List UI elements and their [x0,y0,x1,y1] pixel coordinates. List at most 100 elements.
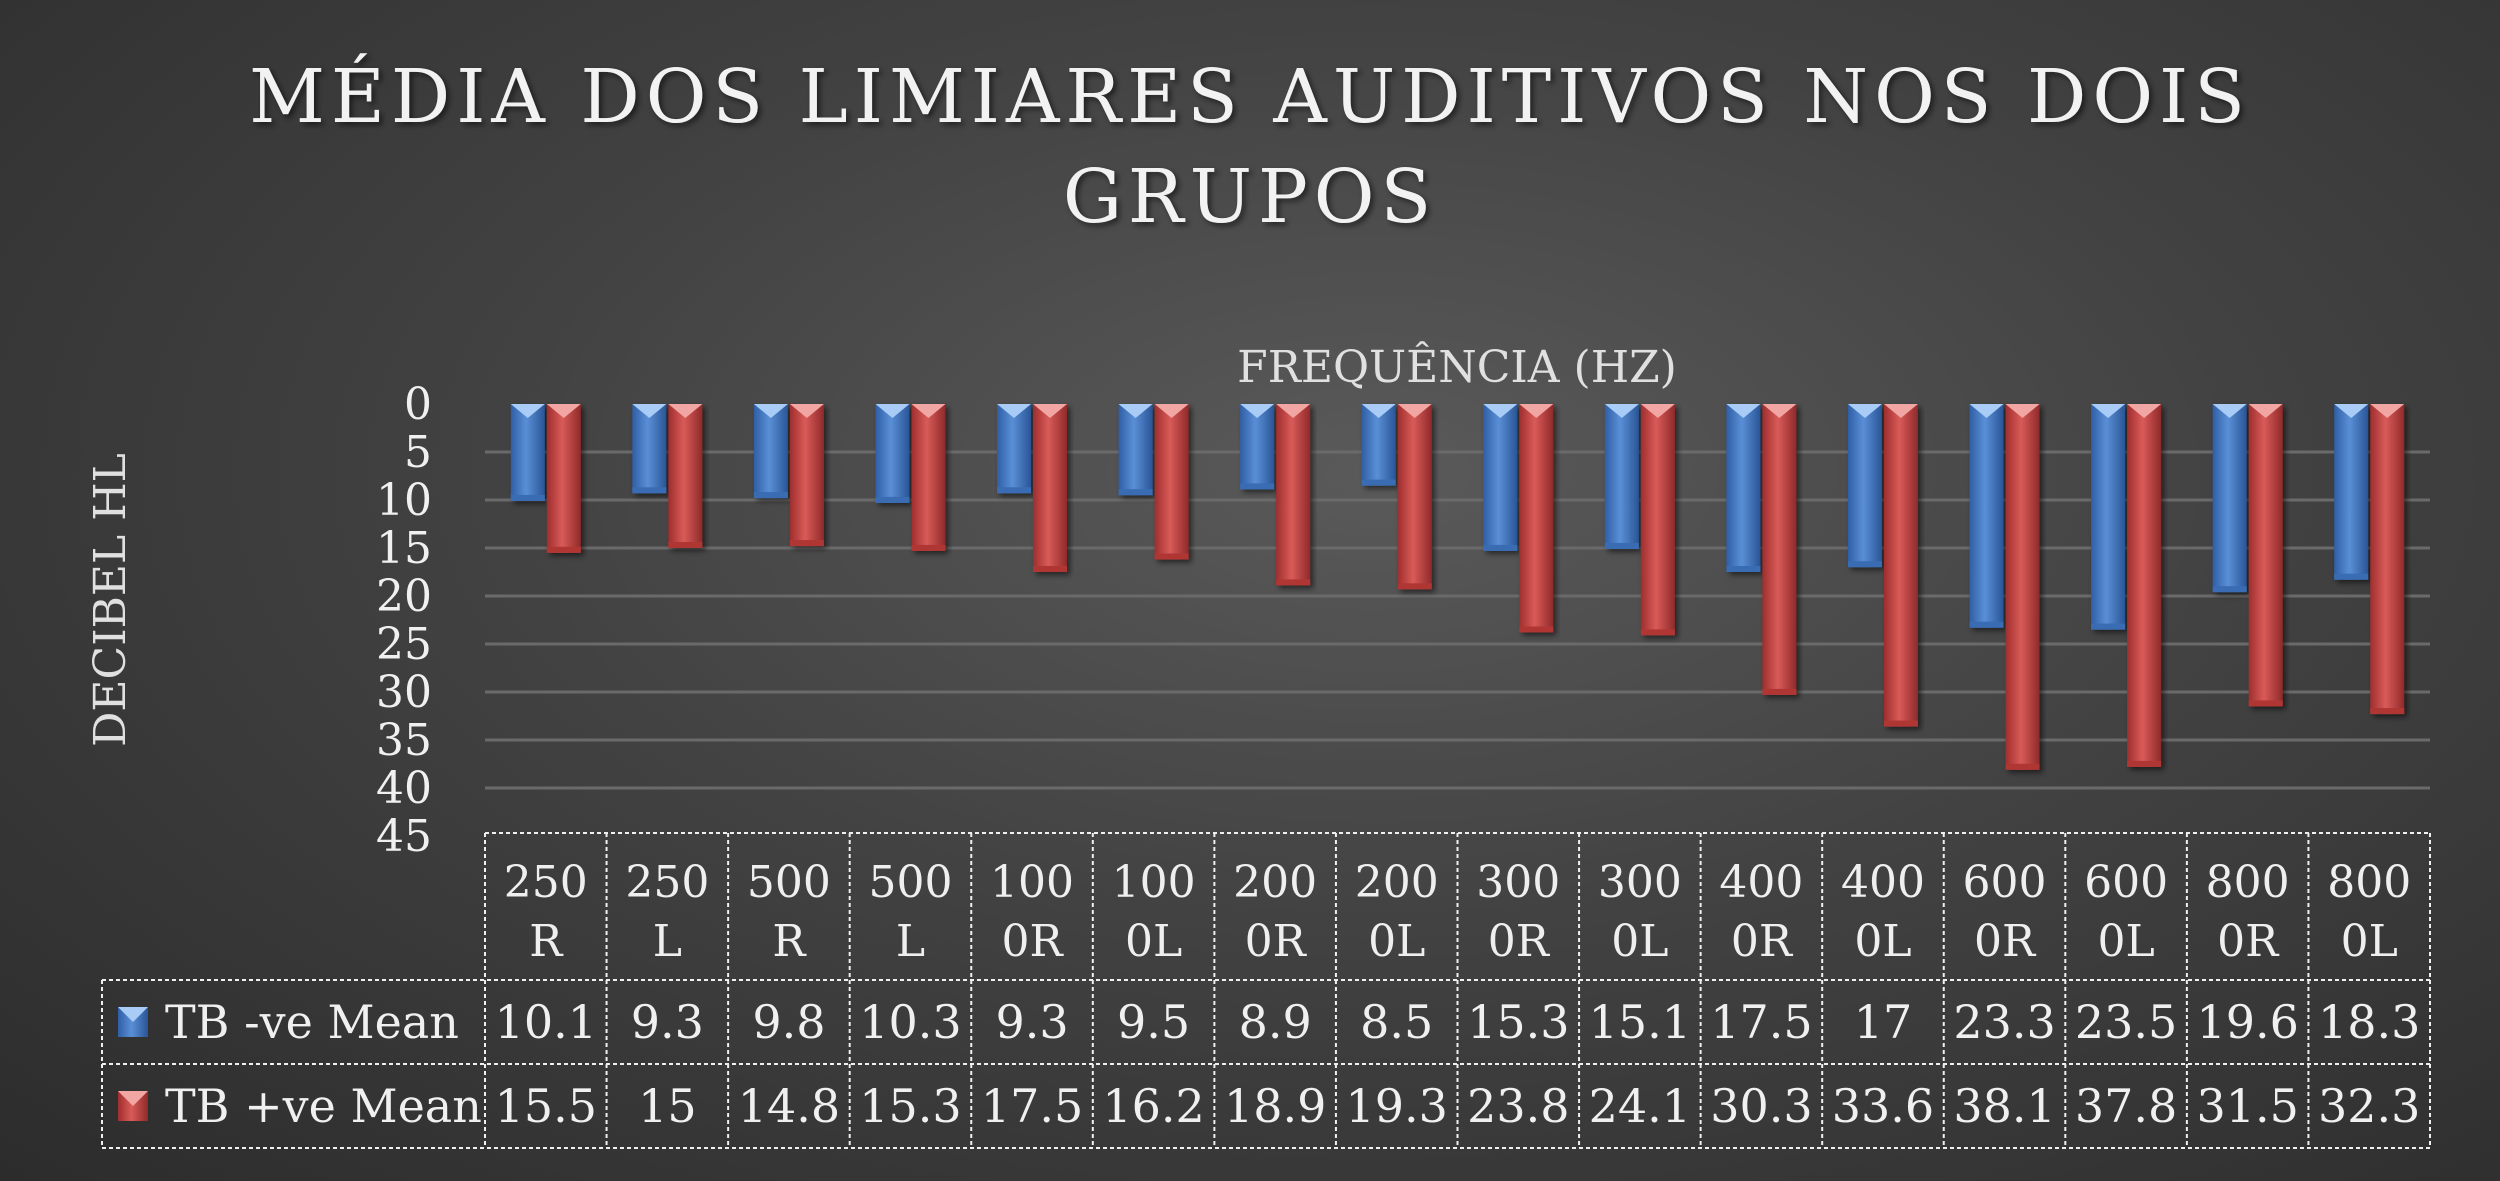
bar-tb-neg [1240,404,1275,490]
table-cell-value: 17.5 [1710,995,1812,1049]
bar-tb-pos [1519,404,1554,633]
x-category-label: 200 0R [1233,857,1317,967]
table-cell-value: 38.1 [1953,1079,2055,1133]
y-tick-label: 10 [376,475,432,526]
bar-tb-neg [632,404,667,494]
bar-tb-pos [668,404,703,548]
bar-tb-pos [1154,404,1189,560]
table-cell-value: 10.3 [859,995,961,1049]
bar-tb-neg [1604,404,1639,549]
legend-label: TB -ve Mean [165,995,459,1049]
table-cell-value: 23.3 [1953,995,2055,1049]
x-category-label: 300 0R [1476,857,1560,967]
x-category-label: 100 0R [990,857,1074,967]
legend-label: TB +ve Mean [165,1079,482,1133]
bar-tb-pos [1276,404,1311,586]
table-cell-value: 37.8 [2075,1079,2177,1133]
y-tick-label: 30 [376,667,432,718]
table-cell-value: 16.2 [1102,1079,1204,1133]
x-category-label: 400 0R [1719,857,1803,967]
bar-tb-pos [789,404,824,547]
x-category-label: 600 0L [2084,857,2168,967]
table-cell-value: 8.5 [1360,995,1433,1049]
table-cell-value: 15 [638,1079,697,1133]
chart-title-line-2: GRUPOS [1063,154,1437,240]
table-cell-value: 17.5 [981,1079,1083,1133]
bar-tb-pos [1397,404,1432,590]
x-category-label: 300 0L [1598,857,1682,967]
x-category-label: 600 0R [1963,857,2047,967]
bar-tb-neg [510,404,545,501]
bar-tb-neg [753,404,788,499]
bars [510,404,2405,770]
bar-tb-neg [2091,404,2126,630]
bar-tb-neg [1847,404,1882,568]
bar-tb-neg [997,404,1032,494]
bar-tb-pos [2127,404,2162,767]
table-cell-value: 15.1 [1589,995,1691,1049]
bar-tb-pos [2248,404,2283,707]
bar-tb-pos [546,404,581,553]
table-cell-value: 18.3 [2318,995,2420,1049]
y-tick-label: 35 [376,715,432,766]
bar-tb-pos [1883,404,1918,727]
x-category-label: 500 L [868,857,952,967]
bar-tb-neg [1361,404,1396,486]
data-table: 250 R 250 L 500 R 500 L 100 0R 100 0L 200 0R 200 0L 300 0… [101,832,2431,1149]
y-tick-label: 5 [404,427,432,478]
bar-tb-neg [1483,404,1518,551]
y-tick-label: 15 [376,523,432,574]
bar-tb-pos [2005,404,2040,770]
x-axis-title: FREQUÊNCIA (HZ) [1237,340,1677,393]
table-cell-value: 19.3 [1346,1079,1448,1133]
bar-tb-pos [1640,404,1675,636]
table-cell-value: 9.5 [1117,995,1190,1049]
bar-tb-neg [1118,404,1153,496]
bar-tb-neg [2212,404,2247,593]
y-tick-label: 45 [376,811,432,862]
y-tick-label: 20 [376,571,432,622]
table-cell-value: 30.3 [1710,1079,1812,1133]
bar-tb-neg [1969,404,2004,628]
table-cell-value: 23.5 [2075,995,2177,1049]
x-category-label: 400 0L [1841,857,1925,967]
x-category-label: 500 R [747,857,831,967]
table-cell-value: 32.3 [2318,1079,2420,1133]
x-category-label: 250 R [504,857,588,967]
bar-tb-pos [1033,404,1068,572]
table-cell-value: 15.5 [495,1079,597,1133]
y-axis-title: DECIBEL HL [85,453,136,747]
table-cell-value: 15.3 [859,1079,961,1133]
bar-tb-neg [1726,404,1761,572]
table-cell-value: 10.1 [495,995,597,1049]
bar-tb-pos [911,404,946,551]
table-cell-value: 18.9 [1224,1079,1326,1133]
x-category-label: 800 0R [2206,857,2290,967]
bar-tb-pos [2370,404,2405,715]
table-cell-value: 15.3 [1467,995,1569,1049]
table-cell-value: 19.6 [2196,995,2298,1049]
table-cell-value: 17 [1854,995,1913,1049]
table-cell-value: 8.9 [1239,995,1312,1049]
table-cell-value: 33.6 [1832,1079,1934,1133]
chart-title-line-1: MÉDIA DOS LIMIARES AUDITIVOS NOS DOIS [249,52,2251,140]
legend-key-tb-neg [118,1007,148,1037]
x-category-label: 800 0L [2327,857,2411,967]
table-cell-value: 9.3 [631,995,704,1049]
y-tick-label: 0 [404,379,432,430]
table-cell-value: 23.8 [1467,1079,1569,1133]
y-tick-label: 40 [376,763,432,814]
y-tick-label: 25 [376,619,432,670]
x-category-label: 100 0L [1112,857,1196,967]
x-category-label: 250 L [625,857,709,967]
table-cell-value: 9.8 [752,995,825,1049]
table-cell-value: 31.5 [2196,1079,2298,1133]
legend-key-tb-pos [118,1091,148,1121]
x-category-label: 200 0L [1355,857,1439,967]
table-cell-value: 14.8 [738,1079,840,1133]
bar-tb-neg [2334,404,2369,580]
table-cell-value: 24.1 [1589,1079,1691,1133]
bar-tb-pos [1762,404,1797,695]
